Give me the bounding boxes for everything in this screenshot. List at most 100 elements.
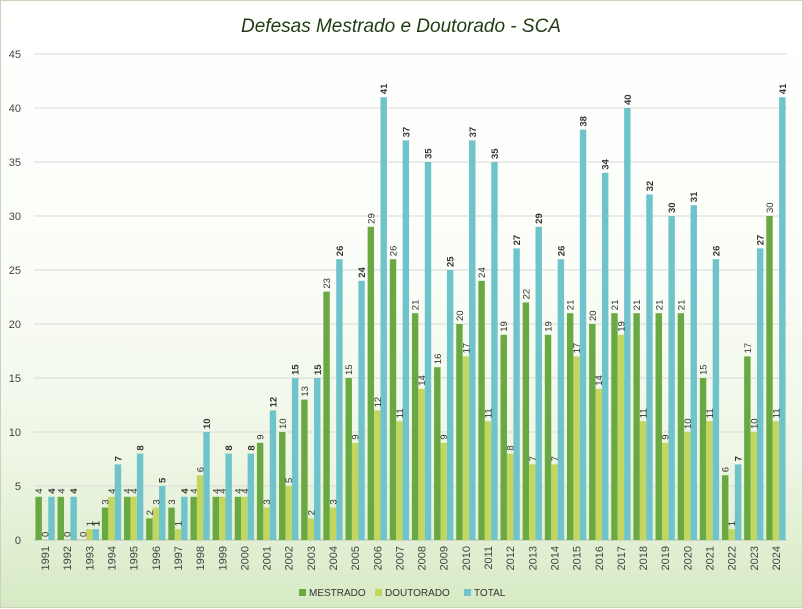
data-label-mestrado: 22 [521,289,532,300]
data-label-total: 15 [291,364,302,375]
data-label-total: 29 [534,213,545,224]
bar-total [114,464,122,540]
bar-total [247,453,255,540]
data-label-mestrado: 3 [101,499,112,504]
bar-doutorado [285,486,292,540]
bar-total [336,259,343,540]
data-label-mestrado: 10 [278,418,289,429]
data-label-doutorado: 9 [661,435,672,440]
bar-mestrado [256,442,264,540]
bar-doutorado [219,496,226,540]
x-tick-label: 2006 [372,546,384,570]
x-tick-label: 1993 [84,546,96,570]
bar-total [601,172,609,541]
data-label-total: 26 [711,246,722,257]
x-tick-label: 2024 [771,546,783,570]
y-tick-label: 10 [9,427,21,439]
data-label-mestrado: 19 [544,321,555,332]
data-label-mestrado: 23 [322,278,333,289]
bar-mestrado [35,496,42,540]
data-label-total: 15 [313,364,324,375]
bar-total [358,280,365,540]
x-tick-label: 1991 [40,546,52,570]
bar-doutorado [772,421,780,540]
data-label-mestrado: 29 [366,213,377,224]
data-label-doutorado: 12 [373,397,384,408]
bar-doutorado [374,410,381,540]
bar-total [291,378,299,540]
bar-total [491,162,498,540]
x-tick-label: 1997 [173,546,185,570]
data-label-doutorado: 14 [417,375,428,386]
bar-mestrado [168,507,175,540]
data-label-mestrado: 24 [477,267,488,278]
bar-total [424,162,432,540]
data-label-total: 12 [268,397,279,408]
bar-mestrado [633,313,640,540]
y-tick-label: 45 [9,49,21,61]
data-label-mestrado: 15 [344,364,355,375]
data-label-mestrado: 4 [233,489,244,494]
x-tick-label: 2017 [616,546,628,570]
bar-total [624,108,631,540]
x-tick-label: 2012 [505,546,517,570]
data-label-doutorado: 2 [306,510,317,515]
bar-mestrado [301,399,308,540]
data-labels: 4044040113474482353144610448448931210515… [34,83,789,537]
x-tick-label: 1992 [62,546,74,570]
data-label-doutorado: 11 [639,408,650,418]
data-label-total: 30 [667,202,678,213]
data-label-total: 34 [601,159,612,170]
chart-title: Defesas Mestrado e Doutorado - SCA [241,16,561,37]
data-label-doutorado: 0 [63,532,74,537]
data-label-mestrado: 2 [145,510,156,515]
bar-doutorado [551,464,558,540]
x-tick-label: 2004 [328,546,340,570]
bar-mestrado [766,216,773,540]
bar-doutorado [418,388,425,540]
y-tick-label: 40 [9,103,21,115]
data-label-mestrado: 0 [78,532,89,537]
bar-doutorado [573,356,580,540]
x-tick-label: 1995 [129,546,141,570]
legend-swatch-doutorado [375,589,382,596]
bar-mestrado [544,334,552,540]
x-tick-label: 2008 [417,546,429,570]
bar-total [579,129,587,540]
y-tick-label: 30 [9,211,21,223]
y-tick-label: 0 [15,535,21,547]
bar-total [646,194,653,540]
bar-mestrado [389,259,397,540]
bar-total [70,496,77,540]
y-tick-label: 20 [9,319,21,331]
x-tick-label: 2003 [306,546,318,570]
bar-total [469,140,476,540]
bar-doutorado [617,334,625,540]
x-tick-label: 2014 [549,546,561,570]
bar-doutorado [506,453,514,540]
x-tick-label: 2007 [394,546,406,570]
data-label-total: 8 [246,445,257,450]
data-label-total: 35 [490,148,501,159]
data-label-doutorado: 0 [41,532,52,537]
data-label-doutorado: 11 [771,408,782,418]
data-label-doutorado: 1 [173,521,184,526]
data-label-mestrado: 16 [433,354,444,365]
x-tick-label: 2020 [682,546,694,570]
data-label-total: 4 [69,488,80,494]
bar-total [668,216,675,540]
data-label-total: 7 [113,456,124,461]
data-label-total: 24 [357,267,368,278]
bar-doutorado [684,432,691,540]
data-label-doutorado: 9 [439,435,450,440]
bar-doutorado [595,388,602,540]
data-label-total: 27 [756,235,767,246]
y-axis-ticks: 0 5 10 15 20 25 30 35 40 45 [9,49,21,547]
data-label-mestrado: 15 [699,364,710,375]
bar-mestrado [411,313,419,540]
bar-doutorado [440,442,447,540]
bar-total [712,259,720,540]
data-label-doutorado: 7 [550,456,561,461]
